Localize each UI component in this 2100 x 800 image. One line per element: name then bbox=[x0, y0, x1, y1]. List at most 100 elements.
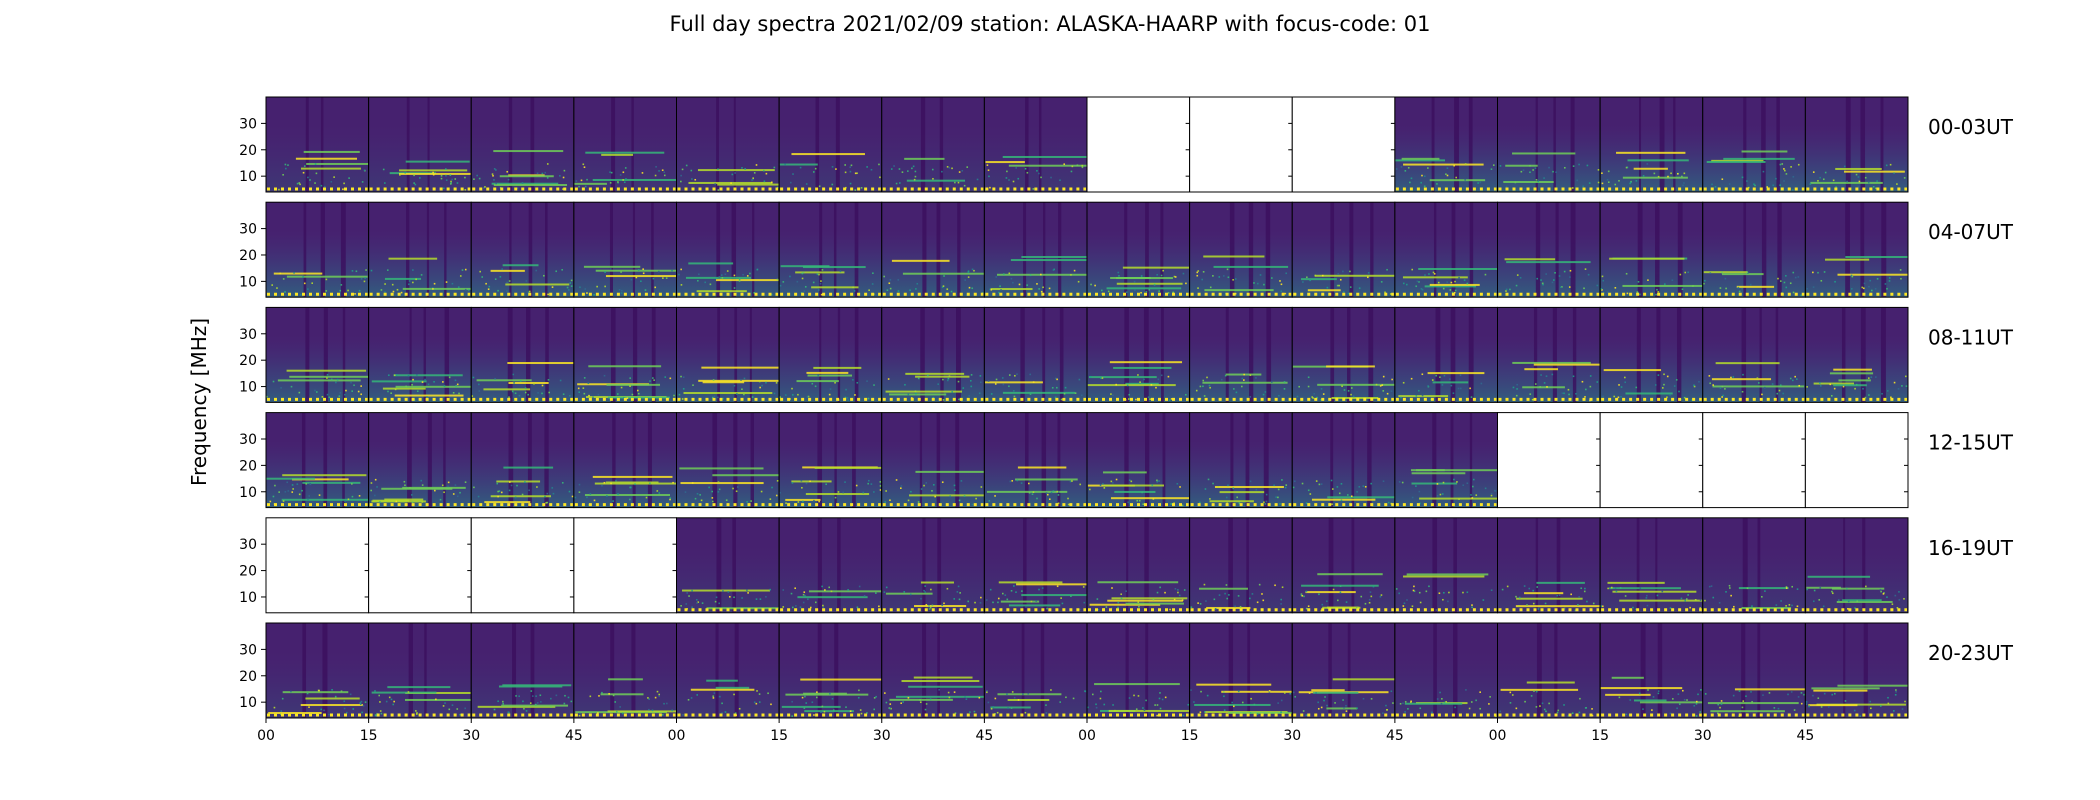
noise-speck bbox=[604, 271, 606, 273]
emission-line bbox=[501, 704, 569, 707]
noise-speck bbox=[541, 384, 544, 387]
panel-stripe bbox=[305, 307, 310, 403]
noise-speck bbox=[1712, 596, 1715, 599]
noise-speck bbox=[1345, 710, 1348, 712]
noise-speck bbox=[1651, 709, 1653, 711]
noise-speck bbox=[567, 289, 570, 291]
noise-speck bbox=[1704, 693, 1707, 695]
noise-speck bbox=[1602, 605, 1604, 608]
noise-speck bbox=[324, 185, 326, 188]
emission-line bbox=[1102, 484, 1164, 487]
panel-stripe bbox=[609, 202, 613, 298]
noise-speck bbox=[1683, 182, 1685, 184]
noise-speck bbox=[379, 701, 381, 703]
noise-speck bbox=[298, 182, 301, 184]
noise-speck bbox=[1534, 167, 1537, 169]
noise-speck bbox=[753, 172, 756, 174]
emission-line bbox=[1619, 599, 1703, 602]
noise-speck bbox=[1026, 171, 1029, 174]
noise-speck bbox=[990, 288, 993, 291]
noise-speck bbox=[1010, 277, 1013, 280]
emission-line bbox=[1526, 681, 1575, 684]
noise-speck bbox=[1764, 386, 1766, 389]
noise-speck bbox=[636, 389, 639, 392]
noise-speck bbox=[1031, 493, 1034, 496]
noise-speck bbox=[1796, 605, 1799, 608]
noise-speck bbox=[1239, 605, 1242, 608]
noise-speck bbox=[1653, 172, 1656, 175]
noise-speck bbox=[570, 700, 573, 703]
noise-speck bbox=[1630, 181, 1632, 184]
noise-speck bbox=[1236, 496, 1238, 499]
noise-speck bbox=[1321, 274, 1324, 277]
noise-speck bbox=[1232, 279, 1234, 281]
noise-speck bbox=[1195, 389, 1198, 392]
noise-speck bbox=[472, 376, 475, 379]
emission-line bbox=[1114, 490, 1156, 493]
noise-speck bbox=[1742, 700, 1745, 702]
noise-speck bbox=[621, 712, 624, 715]
noise-speck bbox=[625, 178, 627, 180]
noise-speck bbox=[1292, 486, 1295, 489]
noise-speck bbox=[1187, 703, 1190, 706]
panel-stripe bbox=[427, 412, 432, 508]
noise-speck bbox=[1718, 602, 1721, 604]
emission-line bbox=[1209, 500, 1254, 503]
noise-speck bbox=[960, 480, 963, 482]
noise-speck bbox=[1342, 699, 1344, 701]
noise-speck bbox=[1868, 394, 1870, 396]
emission-line bbox=[1711, 159, 1764, 162]
noise-speck bbox=[351, 390, 353, 392]
noise-speck bbox=[1203, 395, 1206, 397]
spectrogram-panel bbox=[573, 306, 677, 403]
noise-speck bbox=[1684, 599, 1686, 602]
noise-speck bbox=[718, 488, 721, 491]
noise-speck bbox=[856, 381, 859, 384]
noise-speck bbox=[721, 712, 723, 714]
noise-speck bbox=[1859, 715, 1862, 717]
x-tick-label: 30 bbox=[873, 728, 891, 744]
noise-speck bbox=[1227, 276, 1230, 279]
noise-speck bbox=[866, 166, 868, 168]
noise-speck bbox=[1364, 485, 1367, 488]
noise-speck bbox=[387, 390, 389, 393]
noise-speck bbox=[1382, 712, 1384, 715]
noise-speck bbox=[379, 710, 382, 712]
noise-speck bbox=[622, 171, 625, 174]
noise-speck bbox=[1416, 280, 1419, 283]
noise-speck bbox=[884, 501, 887, 503]
noise-speck bbox=[1022, 693, 1024, 695]
noise-speck bbox=[1298, 385, 1300, 388]
panel-stripe bbox=[1432, 517, 1438, 613]
emission-line bbox=[1410, 469, 1445, 472]
noise-speck bbox=[307, 498, 309, 501]
noise-speck bbox=[1791, 189, 1794, 191]
noise-speck bbox=[1853, 709, 1856, 712]
noise-speck bbox=[318, 689, 320, 692]
noise-speck bbox=[518, 394, 521, 397]
x-tick-label: 15 bbox=[360, 728, 378, 744]
noise-speck bbox=[1693, 384, 1695, 387]
emission-line bbox=[405, 160, 470, 163]
noise-speck bbox=[294, 397, 296, 400]
x-tick-label: 45 bbox=[565, 728, 583, 744]
panel-stripe bbox=[712, 412, 718, 508]
noise-speck bbox=[1339, 591, 1342, 594]
noise-speck bbox=[863, 594, 866, 597]
noise-speck bbox=[789, 275, 791, 278]
noise-speck bbox=[562, 393, 565, 396]
noise-speck bbox=[1435, 609, 1438, 611]
x-tick-label: 00 bbox=[668, 728, 686, 744]
panel-stripe bbox=[1248, 202, 1254, 298]
noise-speck bbox=[1494, 490, 1497, 492]
noise-speck bbox=[343, 182, 345, 185]
noise-speck bbox=[1284, 486, 1287, 489]
noise-speck bbox=[800, 479, 803, 482]
emission-line bbox=[1512, 152, 1576, 155]
row-label: 00-03UT bbox=[1928, 115, 2014, 139]
noise-speck bbox=[1402, 605, 1405, 607]
noise-speck bbox=[1350, 495, 1353, 498]
empty-panel-fill bbox=[1292, 97, 1395, 192]
noise-speck bbox=[593, 293, 595, 296]
noise-speck bbox=[1779, 384, 1782, 387]
